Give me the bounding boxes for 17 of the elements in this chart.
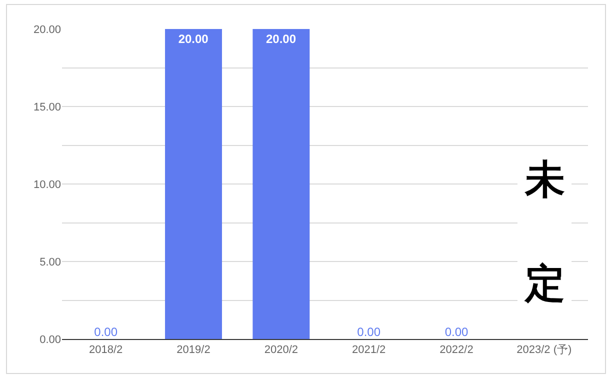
data-label: 20.00 xyxy=(266,32,296,46)
x-tick-label: 2019/2 xyxy=(176,344,210,356)
x-tick-label: 2018/2 xyxy=(89,344,123,356)
y-tick-label: 10.00 xyxy=(33,178,61,191)
data-label: 0.00 xyxy=(444,325,468,339)
y-tick-label: 15.00 xyxy=(33,101,61,114)
x-tick-label: 2023/2 (予) xyxy=(516,344,572,356)
y-tick-label: 0.00 xyxy=(40,334,61,346)
data-label: 0.00 xyxy=(94,325,118,339)
data-label: 20.00 xyxy=(178,32,209,46)
x-tick-label: 2021/2 xyxy=(352,344,386,356)
text: 未定 xyxy=(525,157,565,307)
y-tick-label: 20.00 xyxy=(33,24,61,36)
y-tick-label: 5.00 xyxy=(40,256,61,268)
x-tick-label: 2022/2 xyxy=(440,344,474,356)
data-label: 0.00 xyxy=(357,325,381,339)
x-tick-label: 2020/2 xyxy=(264,344,298,356)
